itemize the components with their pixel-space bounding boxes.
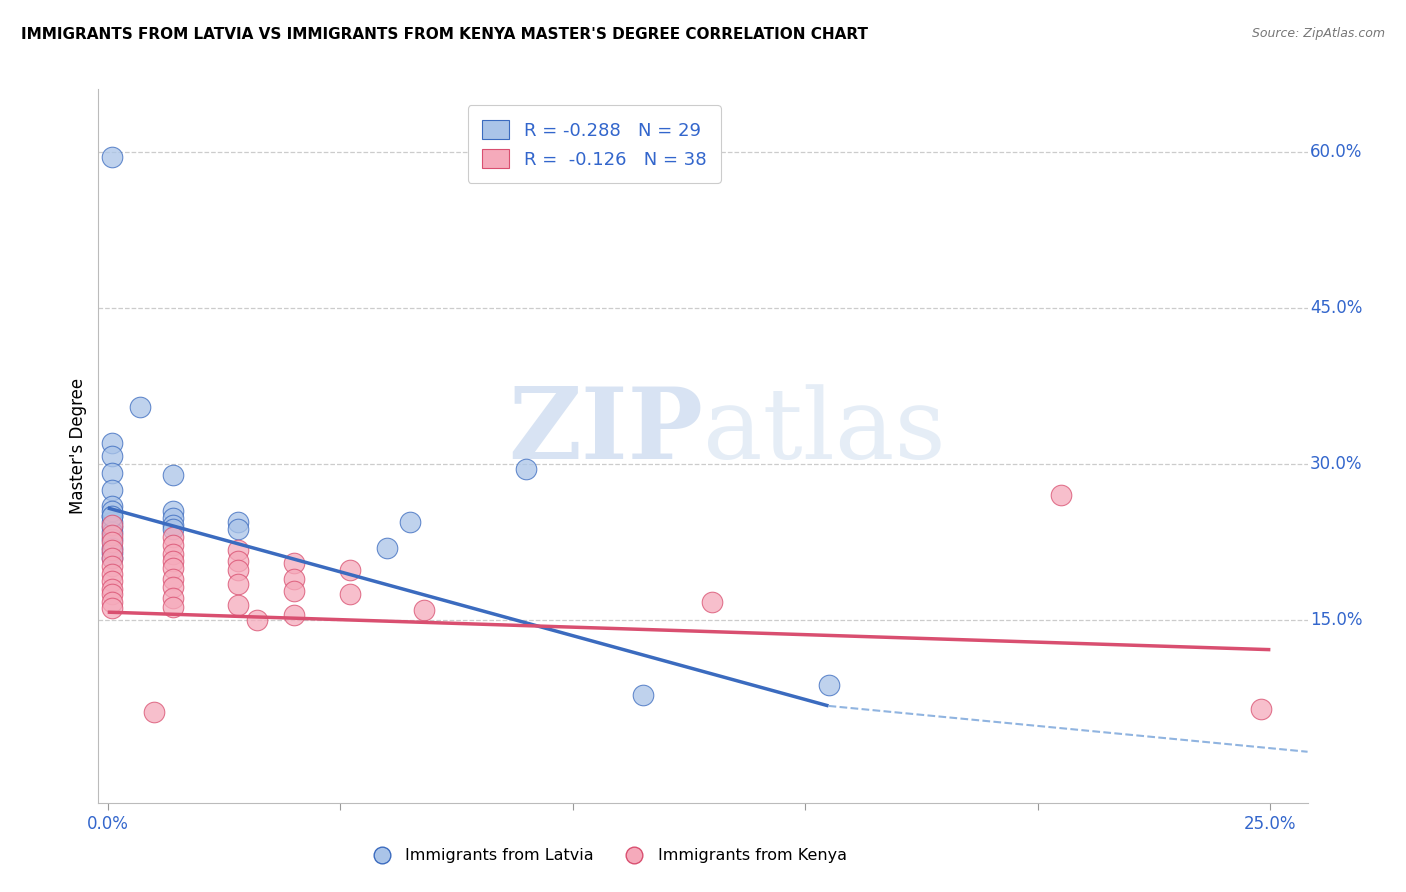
- Point: [413, 603, 436, 617]
- Point: [162, 561, 184, 575]
- Point: [226, 577, 249, 591]
- Text: 30.0%: 30.0%: [1310, 455, 1362, 474]
- Text: atlas: atlas: [703, 384, 946, 480]
- Point: [226, 554, 249, 568]
- Point: [101, 574, 124, 588]
- Point: [283, 584, 305, 599]
- Point: [226, 522, 249, 536]
- Point: [101, 533, 124, 547]
- Point: [162, 511, 184, 525]
- Point: [101, 551, 124, 566]
- Point: [226, 542, 249, 557]
- Point: [101, 466, 124, 480]
- Text: 15.0%: 15.0%: [1310, 612, 1362, 630]
- Point: [162, 572, 184, 586]
- Point: [162, 580, 184, 594]
- Point: [375, 541, 398, 555]
- Point: [162, 547, 184, 561]
- Point: [101, 509, 124, 524]
- Point: [515, 462, 537, 476]
- Point: [101, 582, 124, 597]
- Point: [101, 566, 124, 581]
- Point: [101, 449, 124, 463]
- Y-axis label: Master's Degree: Master's Degree: [69, 378, 87, 514]
- Point: [162, 554, 184, 568]
- Point: [283, 556, 305, 570]
- Point: [245, 614, 267, 628]
- Point: [399, 515, 422, 529]
- Point: [101, 551, 124, 566]
- Point: [226, 515, 249, 529]
- Point: [283, 608, 305, 623]
- Point: [101, 517, 124, 532]
- Text: 45.0%: 45.0%: [1310, 299, 1362, 317]
- Text: 60.0%: 60.0%: [1310, 143, 1362, 161]
- Point: [101, 499, 124, 513]
- Point: [101, 520, 124, 534]
- Point: [339, 564, 361, 578]
- Point: [101, 515, 124, 529]
- Point: [101, 150, 124, 164]
- Text: IMMIGRANTS FROM LATVIA VS IMMIGRANTS FROM KENYA MASTER'S DEGREE CORRELATION CHAR: IMMIGRANTS FROM LATVIA VS IMMIGRANTS FRO…: [21, 27, 868, 42]
- Point: [162, 522, 184, 536]
- Point: [162, 530, 184, 544]
- Point: [143, 705, 166, 719]
- Point: [339, 587, 361, 601]
- Point: [101, 601, 124, 615]
- Point: [101, 524, 124, 539]
- Point: [162, 539, 184, 553]
- Point: [101, 535, 124, 549]
- Point: [1250, 702, 1272, 716]
- Legend: Immigrants from Latvia, Immigrants from Kenya: Immigrants from Latvia, Immigrants from …: [359, 842, 853, 870]
- Point: [162, 517, 184, 532]
- Point: [162, 599, 184, 614]
- Point: [1050, 488, 1073, 502]
- Point: [631, 689, 654, 703]
- Point: [101, 587, 124, 601]
- Point: [101, 541, 124, 555]
- Point: [101, 546, 124, 560]
- Point: [101, 509, 124, 524]
- Point: [702, 595, 724, 609]
- Point: [101, 528, 124, 542]
- Point: [129, 400, 152, 414]
- Point: [162, 467, 184, 482]
- Point: [283, 572, 305, 586]
- Point: [101, 504, 124, 518]
- Text: Source: ZipAtlas.com: Source: ZipAtlas.com: [1251, 27, 1385, 40]
- Point: [162, 591, 184, 605]
- Point: [162, 504, 184, 518]
- Point: [226, 564, 249, 578]
- Point: [101, 595, 124, 609]
- Text: ZIP: ZIP: [508, 384, 703, 480]
- Point: [101, 559, 124, 574]
- Point: [101, 483, 124, 498]
- Point: [101, 436, 124, 450]
- Point: [101, 542, 124, 557]
- Point: [226, 598, 249, 612]
- Point: [817, 678, 839, 692]
